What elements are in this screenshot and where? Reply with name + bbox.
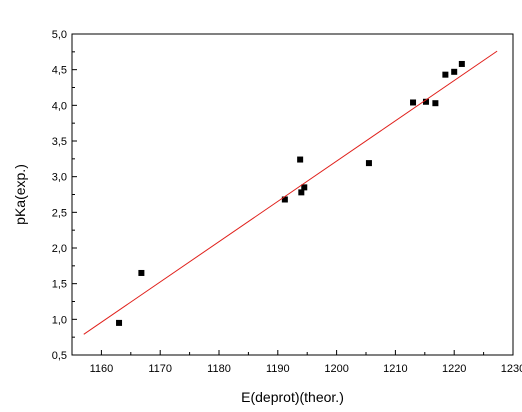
data-point xyxy=(458,60,465,67)
y-tick-label: 3,5 xyxy=(52,136,67,148)
y-axis-ticks: 0,5 1,0 1,5 2,0 2,5 3,0 3,5 4,0 4,5 5,0 xyxy=(52,29,77,362)
data-point xyxy=(432,100,439,107)
y-tick-label: 1,0 xyxy=(52,314,67,326)
data-point xyxy=(138,269,145,276)
y-tick-label: 2,0 xyxy=(52,243,67,255)
y-tick-label: 5,0 xyxy=(52,29,67,41)
data-point xyxy=(298,189,305,196)
y-tick-label: 4,0 xyxy=(52,100,67,112)
x-tick-label: 1180 xyxy=(207,363,231,375)
x-tick-label: 1220 xyxy=(442,363,466,375)
data-point xyxy=(451,68,458,75)
y-tick-label: 1,5 xyxy=(52,279,67,291)
x-tick-label: 1190 xyxy=(266,363,290,375)
data-series xyxy=(83,50,498,335)
x-tick-label: 1200 xyxy=(324,363,348,375)
data-point xyxy=(365,160,372,167)
data-point xyxy=(281,196,288,203)
x-axis-label: E(deprot)(theor.) xyxy=(241,389,344,405)
y-tick-label: 4,5 xyxy=(52,65,67,77)
y-tick-label: 0,5 xyxy=(52,350,67,362)
data-point xyxy=(442,71,449,78)
x-tick-label: 1210 xyxy=(383,363,407,375)
fit-line xyxy=(83,50,498,335)
data-point xyxy=(297,156,304,163)
x-tick-label: 1170 xyxy=(148,363,172,375)
data-point xyxy=(410,99,417,106)
plot-frame xyxy=(71,33,514,356)
x-tick-label: 1160 xyxy=(90,363,114,375)
data-point xyxy=(116,319,123,326)
y-axis-label: pKa(exp.) xyxy=(12,164,28,225)
y-tick-label: 2,5 xyxy=(52,207,67,219)
data-point xyxy=(301,184,308,191)
y-tick-label: 3,0 xyxy=(52,172,67,184)
data-point xyxy=(422,98,429,105)
